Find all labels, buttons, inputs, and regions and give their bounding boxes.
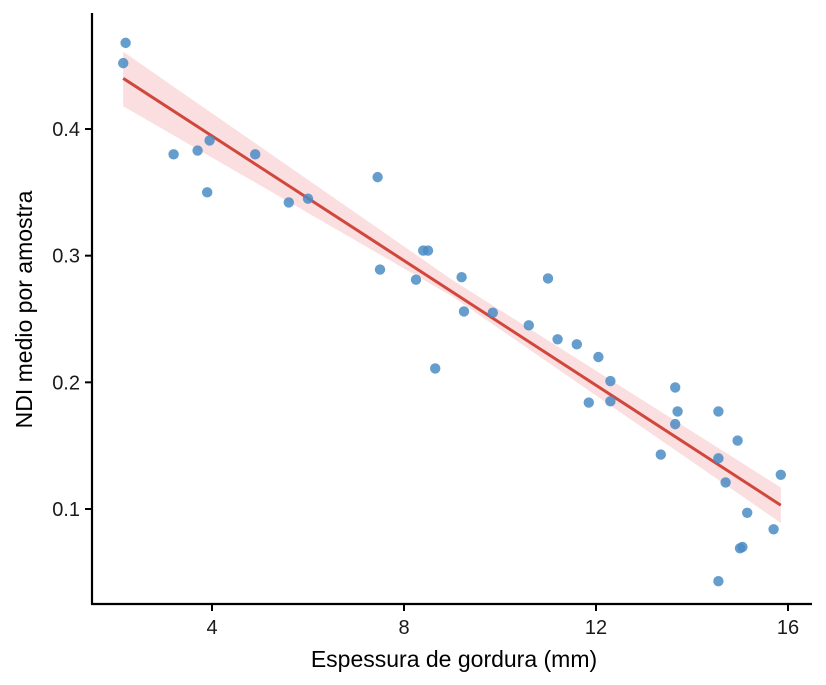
x-tick-label-8: 8 — [398, 617, 409, 639]
x-tick-label-16: 16 — [777, 617, 799, 639]
data-point-9 — [302, 193, 314, 204]
data-point-36 — [737, 541, 748, 553]
data-point-32 — [713, 453, 724, 464]
data-point-5 — [204, 135, 215, 146]
data-point-10 — [372, 171, 383, 183]
axes-layer: 4 8 12 16 0.1 0.2 0.3 0.4 — [52, 13, 812, 639]
data-point-8 — [283, 197, 294, 208]
y-tick-label-0.1: 0.1 — [52, 499, 80, 521]
confidence-band-layer — [123, 51, 781, 523]
data-point-27 — [655, 449, 666, 460]
data-point-4 — [192, 145, 203, 156]
data-point-28 — [670, 382, 681, 393]
trend-line — [122, 77, 782, 507]
data-point-30 — [670, 418, 681, 430]
confidence-band — [123, 51, 781, 523]
data-point-31 — [713, 406, 724, 417]
data-point-29 — [672, 406, 683, 417]
data-point-19 — [523, 320, 534, 331]
data-points-layer — [118, 37, 786, 587]
data-point-14 — [422, 245, 434, 256]
data-point-15 — [430, 363, 441, 374]
data-point-25 — [605, 375, 616, 387]
data-point-39 — [775, 469, 786, 480]
y-tick-label-0.3: 0.3 — [52, 246, 80, 268]
x-tick-label-4: 4 — [206, 617, 217, 639]
data-point-37 — [742, 507, 753, 518]
data-point-24 — [593, 351, 604, 363]
y-axis-title: NDI medio por amostra — [11, 190, 37, 428]
data-point-40 — [713, 576, 724, 587]
data-point-23 — [583, 397, 594, 408]
x-tick-label-12: 12 — [585, 617, 607, 639]
data-point-34 — [732, 435, 743, 446]
data-point-17 — [458, 306, 470, 317]
x-axis-title: Espessura de gordura (mm) — [311, 646, 597, 672]
data-point-18 — [487, 307, 498, 318]
data-point-7 — [250, 149, 261, 160]
y-tick-label-0.2: 0.2 — [52, 372, 80, 394]
data-point-33 — [720, 477, 731, 488]
data-point-38 — [768, 524, 779, 535]
data-point-1 — [120, 37, 131, 49]
data-point-26 — [605, 396, 616, 407]
data-point-6 — [202, 187, 213, 198]
data-point-20 — [542, 273, 554, 284]
data-point-21 — [552, 334, 563, 345]
y-tick-label-0.4: 0.4 — [52, 119, 80, 141]
data-point-2 — [118, 57, 129, 69]
data-point-12 — [410, 274, 422, 285]
data-point-3 — [168, 149, 179, 160]
data-point-22 — [571, 339, 582, 350]
data-point-11 — [374, 264, 386, 275]
data-point-16 — [456, 272, 467, 283]
trend-line-layer — [122, 77, 782, 507]
